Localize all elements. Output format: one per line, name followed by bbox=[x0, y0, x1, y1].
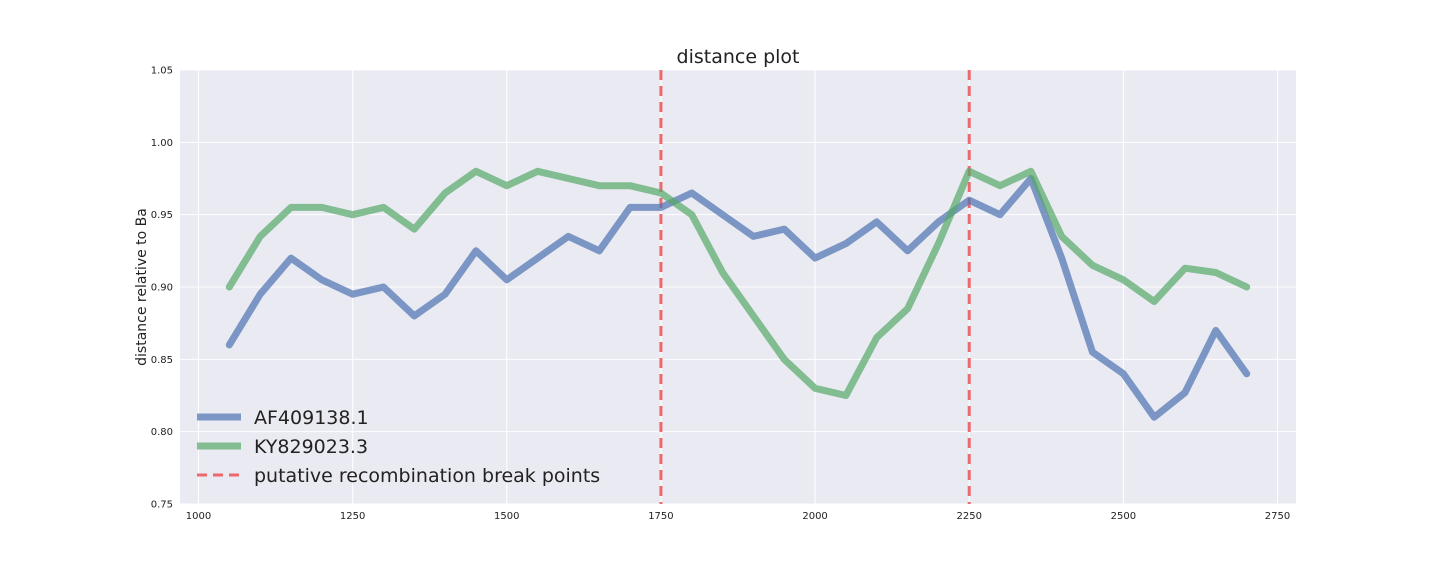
series-lines bbox=[225, 167, 1251, 421]
series-line-0 bbox=[225, 175, 1251, 421]
y-tick-label: 0.85 bbox=[151, 355, 173, 366]
chart-title: distance plot bbox=[677, 46, 800, 68]
grid-lines bbox=[180, 69, 1296, 505]
y-tick-label: 0.95 bbox=[151, 210, 173, 221]
break-point-lines bbox=[659, 70, 971, 504]
x-tick-label: 2250 bbox=[956, 511, 981, 522]
x-tick-label: 2750 bbox=[1265, 511, 1290, 522]
x-tick-label: 2500 bbox=[1111, 511, 1136, 522]
x-tick-label: 1750 bbox=[648, 511, 673, 522]
y-tick-label: 0.80 bbox=[151, 427, 173, 438]
y-tick-label: 0.90 bbox=[151, 283, 173, 294]
x-tick-label: 1250 bbox=[340, 511, 365, 522]
y-axis-label: distance relative to Ba bbox=[134, 208, 150, 366]
legend: AF409138.1 KY829023.3 putative recombina… bbox=[197, 407, 600, 487]
x-tick-label: 2000 bbox=[802, 511, 827, 522]
legend-label-break-points: putative recombination break points bbox=[254, 465, 600, 487]
x-tick-label: 1000 bbox=[186, 511, 211, 522]
y-tick-label: 1.00 bbox=[151, 138, 173, 149]
x-tick-label: 1500 bbox=[494, 511, 519, 522]
y-tick-label: 0.75 bbox=[151, 500, 173, 511]
legend-label-af409138: AF409138.1 bbox=[254, 407, 369, 429]
x-tick-labels: 1000 1250 1500 1750 2000 2250 2500 2750 bbox=[186, 511, 1290, 522]
y-tick-label: 1.05 bbox=[151, 66, 173, 77]
legend-label-ky829023: KY829023.3 bbox=[254, 436, 368, 458]
series-line-1 bbox=[225, 167, 1251, 399]
y-tick-labels: 0.75 0.80 0.85 0.90 0.95 1.00 1.05 bbox=[151, 66, 173, 511]
